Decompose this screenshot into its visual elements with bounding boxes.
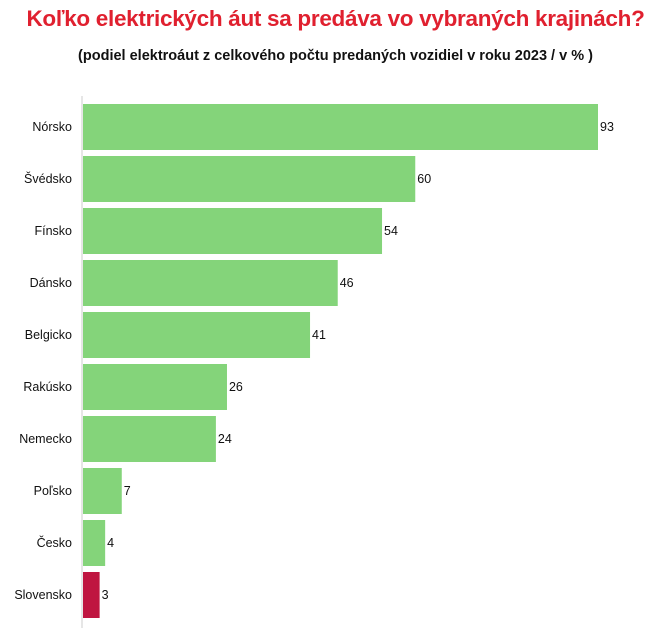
bar-Fínsko: [83, 208, 383, 254]
value-label: 54: [384, 224, 398, 238]
category-label: Fínsko: [34, 224, 72, 238]
category-label: Česko: [37, 535, 72, 550]
category-label: Rakúsko: [23, 380, 72, 394]
category-label: Poľsko: [34, 484, 72, 498]
value-label: 60: [417, 172, 431, 186]
value-label: 26: [229, 380, 243, 394]
category-label: Nórsko: [32, 120, 72, 134]
value-label: 46: [340, 276, 354, 290]
category-label: Dánsko: [30, 276, 72, 290]
category-label: Slovensko: [14, 588, 72, 602]
bar-Rakúsko: [83, 364, 227, 410]
value-label: 7: [124, 484, 131, 498]
chart-title: Koľko elektrických áut sa predáva vo vyb…: [26, 6, 645, 31]
value-label: 24: [218, 432, 232, 446]
bar-Poľsko: [83, 468, 122, 514]
bar-Belgicko: [83, 312, 311, 358]
category-label: Nemecko: [19, 432, 72, 446]
bar-Slovensko: [83, 572, 100, 618]
bar-Nemecko: [83, 416, 216, 462]
value-label: 3: [102, 588, 109, 602]
value-label: 93: [600, 120, 614, 134]
category-label: Belgicko: [25, 328, 72, 342]
chart-subtitle: (podiel elektroáut z celkového počtu pre…: [78, 48, 593, 64]
bar-Česko: [83, 520, 106, 566]
value-label: 4: [107, 536, 114, 550]
bar-Dánsko: [83, 260, 338, 306]
bar-Nórsko: [83, 104, 598, 150]
bar-Švédsko: [83, 156, 416, 202]
value-label: 41: [312, 328, 326, 342]
category-label: Švédsko: [24, 171, 72, 186]
